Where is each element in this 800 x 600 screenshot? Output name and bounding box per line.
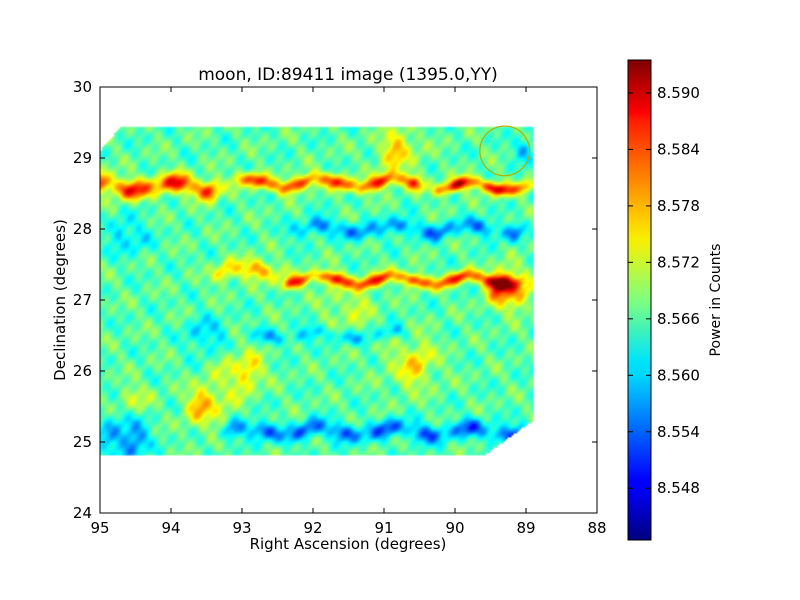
colorbar-label: Power in Counts bbox=[708, 244, 724, 357]
x-tick-label: 93 bbox=[232, 519, 251, 537]
heatmap-image bbox=[100, 87, 597, 513]
colorbar-tick-label: 8.554 bbox=[657, 423, 700, 441]
x-axis-ticks: 95 94 93 92 91 90 89 88 bbox=[90, 87, 607, 537]
colorbar-tick-label: 8.560 bbox=[657, 366, 700, 384]
colorbar-tick-label: 8.590 bbox=[657, 84, 700, 102]
x-tick-label: 89 bbox=[516, 519, 535, 537]
chart-title: moon, ID:89411 image (1395.0,YY) bbox=[198, 65, 498, 85]
colorbar-tick-label: 8.566 bbox=[657, 310, 700, 328]
x-axis-label: Right Ascension (degrees) bbox=[250, 535, 447, 553]
y-tick-label: 25 bbox=[73, 433, 92, 451]
colorbar-ticks: 8.548 8.554 8.560 8.566 8.572 8.578 8.584 8.590 bbox=[628, 84, 700, 497]
y-tick-label: 24 bbox=[73, 504, 92, 522]
y-axis-ticks: 24 25 26 27 28 29 30 bbox=[73, 78, 597, 522]
x-tick-label: 94 bbox=[161, 519, 180, 537]
y-tick-label: 26 bbox=[73, 362, 92, 380]
colorbar-tick-label: 8.578 bbox=[657, 197, 700, 215]
x-tick-label: 88 bbox=[587, 519, 606, 537]
colorbar bbox=[627, 59, 652, 541]
colorbar-tick-label: 8.584 bbox=[657, 140, 700, 158]
y-tick-label: 30 bbox=[73, 78, 92, 96]
y-tick-label: 28 bbox=[73, 220, 92, 238]
colorbar-tick-label: 8.572 bbox=[657, 253, 700, 271]
x-tick-label: 95 bbox=[90, 519, 109, 537]
colorbar-tick-label: 8.548 bbox=[657, 479, 700, 497]
y-tick-label: 27 bbox=[73, 291, 92, 309]
x-tick-label: 91 bbox=[374, 519, 393, 537]
y-tick-label: 29 bbox=[73, 149, 92, 167]
moon-position-circle bbox=[479, 125, 531, 177]
x-tick-label: 90 bbox=[445, 519, 464, 537]
x-tick-label: 92 bbox=[303, 519, 322, 537]
y-axis-label: Declination (degrees) bbox=[51, 219, 69, 381]
